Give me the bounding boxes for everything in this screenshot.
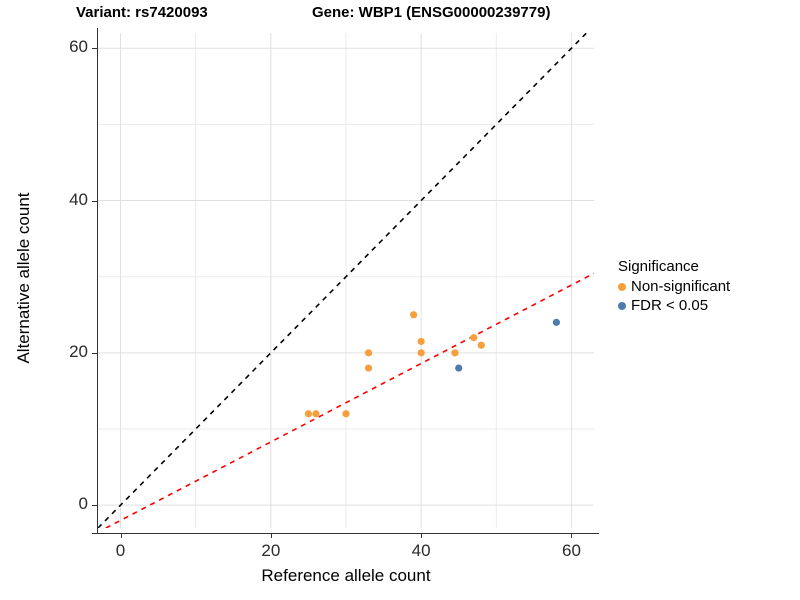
y-tick — [92, 200, 97, 202]
legend-item[interactable]: Non-significant — [618, 277, 798, 296]
x-axis-title: Reference allele count — [261, 566, 431, 585]
legend: Significance Non-significant FDR < 0.05 — [618, 258, 798, 315]
y-tick — [92, 505, 97, 507]
data-point — [410, 311, 418, 319]
gene-title: Gene: WBP1 (ENSG00000239779) — [312, 4, 551, 21]
regression-line — [105, 272, 594, 528]
legend-item[interactable]: FDR < 0.05 — [618, 296, 798, 315]
x-tick-label: 20 — [261, 541, 281, 560]
y-tick-label: 20 — [69, 341, 88, 361]
x-tick-label: 60 — [561, 541, 581, 560]
plot-panel — [98, 33, 594, 528]
variant-title: Variant: rs7420093 — [76, 4, 208, 21]
x-tick — [120, 533, 122, 538]
data-point — [364, 364, 373, 372]
legend-swatch-icon — [618, 301, 626, 310]
data-point — [470, 334, 478, 342]
data-point — [364, 349, 373, 357]
legend-item-label: Non-significant — [631, 278, 731, 295]
y-axis-title: Alternative allele count — [14, 192, 33, 364]
y-tick-label: 60 — [69, 37, 88, 57]
data-point — [417, 349, 425, 357]
x-tick — [421, 533, 423, 538]
plot-canvas — [98, 33, 594, 528]
data-point — [342, 410, 350, 418]
data-point — [477, 341, 485, 349]
legend-title: Significance — [618, 258, 699, 275]
y-tick — [92, 48, 97, 50]
identity-line — [98, 33, 588, 528]
legend-swatch-icon — [618, 282, 626, 291]
legend-item-label: FDR < 0.05 — [631, 297, 709, 314]
x-tick — [571, 533, 573, 538]
legend-items: Non-significant FDR < 0.05 — [618, 277, 798, 315]
x-tick — [270, 533, 272, 538]
y-tick-label: 0 — [78, 494, 88, 514]
data-point — [552, 318, 561, 326]
data-point — [451, 349, 459, 357]
x-axis-line — [92, 533, 599, 534]
data-point — [304, 410, 313, 418]
data-point — [312, 410, 320, 418]
y-tick-label: 40 — [69, 189, 88, 209]
y-tick — [92, 352, 97, 354]
x-tick-label: 0 — [115, 541, 126, 560]
chart-title-row: Variant: rs7420093 Gene: WBP1 (ENSG00000… — [0, 4, 800, 26]
y-axis-line — [97, 28, 98, 533]
x-tick-label: 40 — [411, 541, 431, 560]
data-point — [455, 364, 463, 372]
data-point — [417, 337, 425, 346]
